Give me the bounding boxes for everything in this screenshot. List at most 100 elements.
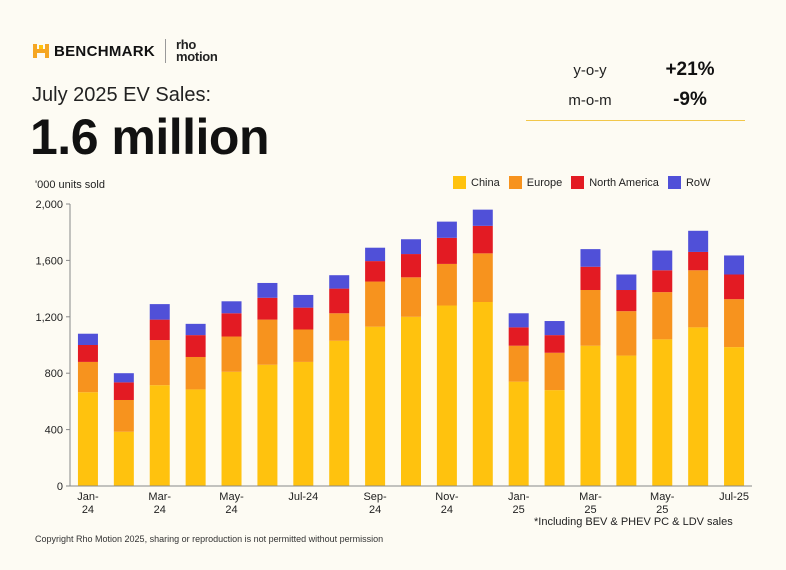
legend-label-north-america: North America <box>589 176 659 189</box>
bar-row-sep-24 <box>365 247 386 262</box>
stats-panel: y-o-y +21% m-o-m -9% <box>526 58 745 121</box>
bar-europe-apr-24 <box>185 356 206 390</box>
bar-north-america-jan-24 <box>77 345 98 362</box>
bar-north-america-mar-24 <box>149 319 170 341</box>
bar-row-oct-24 <box>401 239 421 255</box>
legend-item-row: RoW <box>667 176 711 189</box>
bar-europe-feb-25 <box>544 352 565 391</box>
bar-row-apr-25 <box>616 274 637 291</box>
bar-north-america-aug-24 <box>329 288 350 314</box>
legend-item-china: China <box>453 176 500 189</box>
bar-europe-jul-25 <box>724 299 745 348</box>
bar-europe-jul-24 <box>293 329 314 362</box>
bar-row-mar-25 <box>580 249 601 267</box>
bar-china-jan-25 <box>508 381 529 486</box>
x-tick-label: Sep- <box>363 491 387 503</box>
copyright-notice: Copyright Rho Motion 2025, sharing or re… <box>35 534 384 544</box>
bar-china-jun-24 <box>257 364 278 486</box>
bar-row-jun-25 <box>688 230 709 252</box>
bar-europe-mar-25 <box>580 290 601 346</box>
bar-north-america-may-24 <box>221 313 242 337</box>
stat-mom-value: -9% <box>673 89 707 110</box>
legend-label-europe: Europe <box>526 176 563 189</box>
bar-china-aug-24 <box>329 340 350 486</box>
bar-row-jan-25 <box>508 313 529 328</box>
x-tick-label: Mar- <box>579 491 602 503</box>
bar-china-may-24 <box>221 371 242 486</box>
bar-europe-mar-24 <box>149 340 170 386</box>
bar-europe-aug-24 <box>329 313 350 341</box>
x-tick-label: Nov- <box>435 491 459 503</box>
bar-north-america-jan-25 <box>508 327 529 346</box>
x-tick-label-line2: 24 <box>369 504 381 516</box>
bar-north-america-nov-24 <box>436 237 457 264</box>
bar-europe-may-24 <box>221 336 242 372</box>
headline-figure: 1.6 million <box>30 109 270 165</box>
chart-legend: China Europe North America RoW <box>453 176 719 189</box>
stat-mom: m-o-m -9% <box>526 88 745 116</box>
y-tick-label: 400 <box>45 425 63 437</box>
bar-north-america-apr-25 <box>616 290 637 312</box>
bar-europe-jun-25 <box>688 270 709 328</box>
legend-label-china: China <box>471 176 500 189</box>
x-tick-label-line2: 24 <box>82 504 94 516</box>
bar-china-nov-24 <box>436 305 457 486</box>
stat-yoy-label: y-o-y <box>573 62 607 79</box>
bar-europe-may-25 <box>652 292 673 340</box>
x-tick-label-line2: 24 <box>154 504 166 516</box>
footnote: *Including BEV & PHEV PC & LDV sales <box>534 516 733 528</box>
legend-swatch-row <box>667 176 681 189</box>
bar-china-mar-24 <box>149 385 170 486</box>
x-tick-label: Jan- <box>508 491 530 503</box>
stat-yoy-value: +21% <box>665 59 715 80</box>
bar-europe-jan-25 <box>508 345 529 382</box>
bar-china-sep-24 <box>365 326 386 486</box>
x-tick-label: May- <box>219 491 244 503</box>
x-tick-label-line2: 25 <box>584 504 596 516</box>
stat-yoy: y-o-y +21% <box>526 58 745 86</box>
legend-item-europe: Europe <box>508 176 563 189</box>
bar-north-america-mar-25 <box>580 266 601 291</box>
bar-china-feb-24 <box>113 431 134 486</box>
bar-row-jan-24 <box>77 333 98 345</box>
bar-china-may-25 <box>652 339 673 486</box>
y-tick-label: 2,000 <box>35 199 63 211</box>
bar-europe-jun-24 <box>257 319 278 365</box>
bar-north-america-may-25 <box>652 270 673 293</box>
y-tick-label: 1,600 <box>35 255 63 267</box>
x-tick-label: Jul-24 <box>288 491 318 503</box>
logo-row: BENCHMARK rho motion <box>32 38 218 64</box>
bar-north-america-feb-24 <box>113 382 134 400</box>
bar-north-america-jun-25 <box>688 251 709 271</box>
benchmark-wordmark: BENCHMARK <box>54 42 156 60</box>
bar-north-america-apr-24 <box>185 335 206 357</box>
bar-china-dec-24 <box>472 301 493 486</box>
bar-europe-jan-24 <box>77 361 98 393</box>
bar-row-apr-24 <box>185 323 206 336</box>
y-axis-unit-label: '000 units sold <box>35 179 105 191</box>
bar-row-feb-25 <box>544 321 565 336</box>
bar-north-america-jun-24 <box>257 297 278 320</box>
x-tick-label-line2: 24 <box>225 504 237 516</box>
bar-europe-apr-25 <box>616 311 637 356</box>
x-tick-label-line2: 24 <box>441 504 453 516</box>
bar-row-may-24 <box>221 301 242 314</box>
rho-line-2: motion <box>176 49 218 64</box>
bar-row-may-25 <box>652 250 673 271</box>
bar-north-america-jul-24 <box>293 307 314 330</box>
bar-north-america-oct-24 <box>401 254 421 278</box>
bar-row-jul-25 <box>724 255 745 275</box>
x-tick-label-line2: 25 <box>656 504 668 516</box>
bar-north-america-jul-25 <box>724 274 745 300</box>
bar-north-america-sep-24 <box>365 261 386 282</box>
x-tick-label: Mar- <box>148 491 171 503</box>
bar-north-america-feb-25 <box>544 335 565 353</box>
bar-europe-dec-24 <box>472 253 493 302</box>
legend-swatch-china <box>453 176 466 189</box>
legend-label-row: RoW <box>685 176 711 189</box>
benchmark-logo-icon <box>33 44 49 58</box>
bar-north-america-dec-24 <box>472 225 493 254</box>
bar-china-oct-24 <box>401 316 421 486</box>
bar-china-jul-24 <box>293 361 314 486</box>
